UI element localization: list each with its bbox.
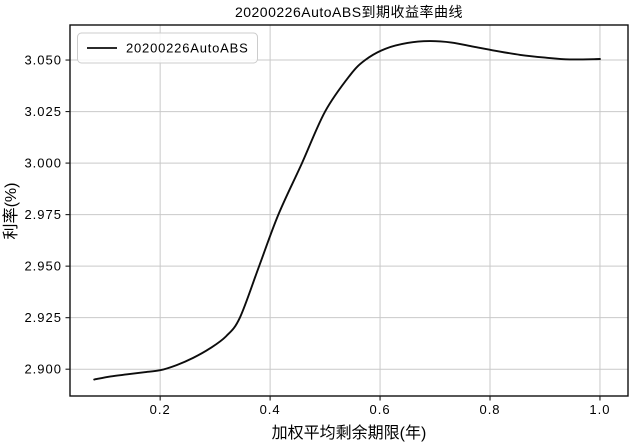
legend-label: 20200226AutoABS [126,41,249,56]
x-tick-label: 0.4 [260,402,281,417]
x-tick-label: 1.0 [589,402,610,417]
y-tick-label: 3.000 [24,156,62,171]
y-tick-label: 3.050 [24,53,62,68]
series-line-20200226AutoABS [93,40,601,381]
chart-title: 20200226AutoABS到期收益率曲线 [235,4,463,20]
plot-border [69,24,629,397]
y-tick-label: 2.900 [24,362,62,377]
y-axis-label: 利率(%) [2,183,20,240]
y-tick-label: 2.975 [24,207,62,222]
x-axis-label: 加权平均剩余期限(年) [272,423,427,442]
legend: 20200226AutoABS [77,32,258,64]
y-tick-label: 3.025 [24,104,62,119]
x-tick-label: 0.8 [479,402,500,417]
plot-area: 0.2 0.4 0.6 0.8 1.0 2.900 2.925 2.950 2.975 3.000… [24,24,629,417]
x-tick-label: 0.2 [150,402,171,417]
legend-box [77,32,258,64]
x-tick-label: 0.6 [370,402,391,417]
y-tick-label: 2.950 [24,259,62,274]
y-tick-label: 2.925 [24,310,62,325]
